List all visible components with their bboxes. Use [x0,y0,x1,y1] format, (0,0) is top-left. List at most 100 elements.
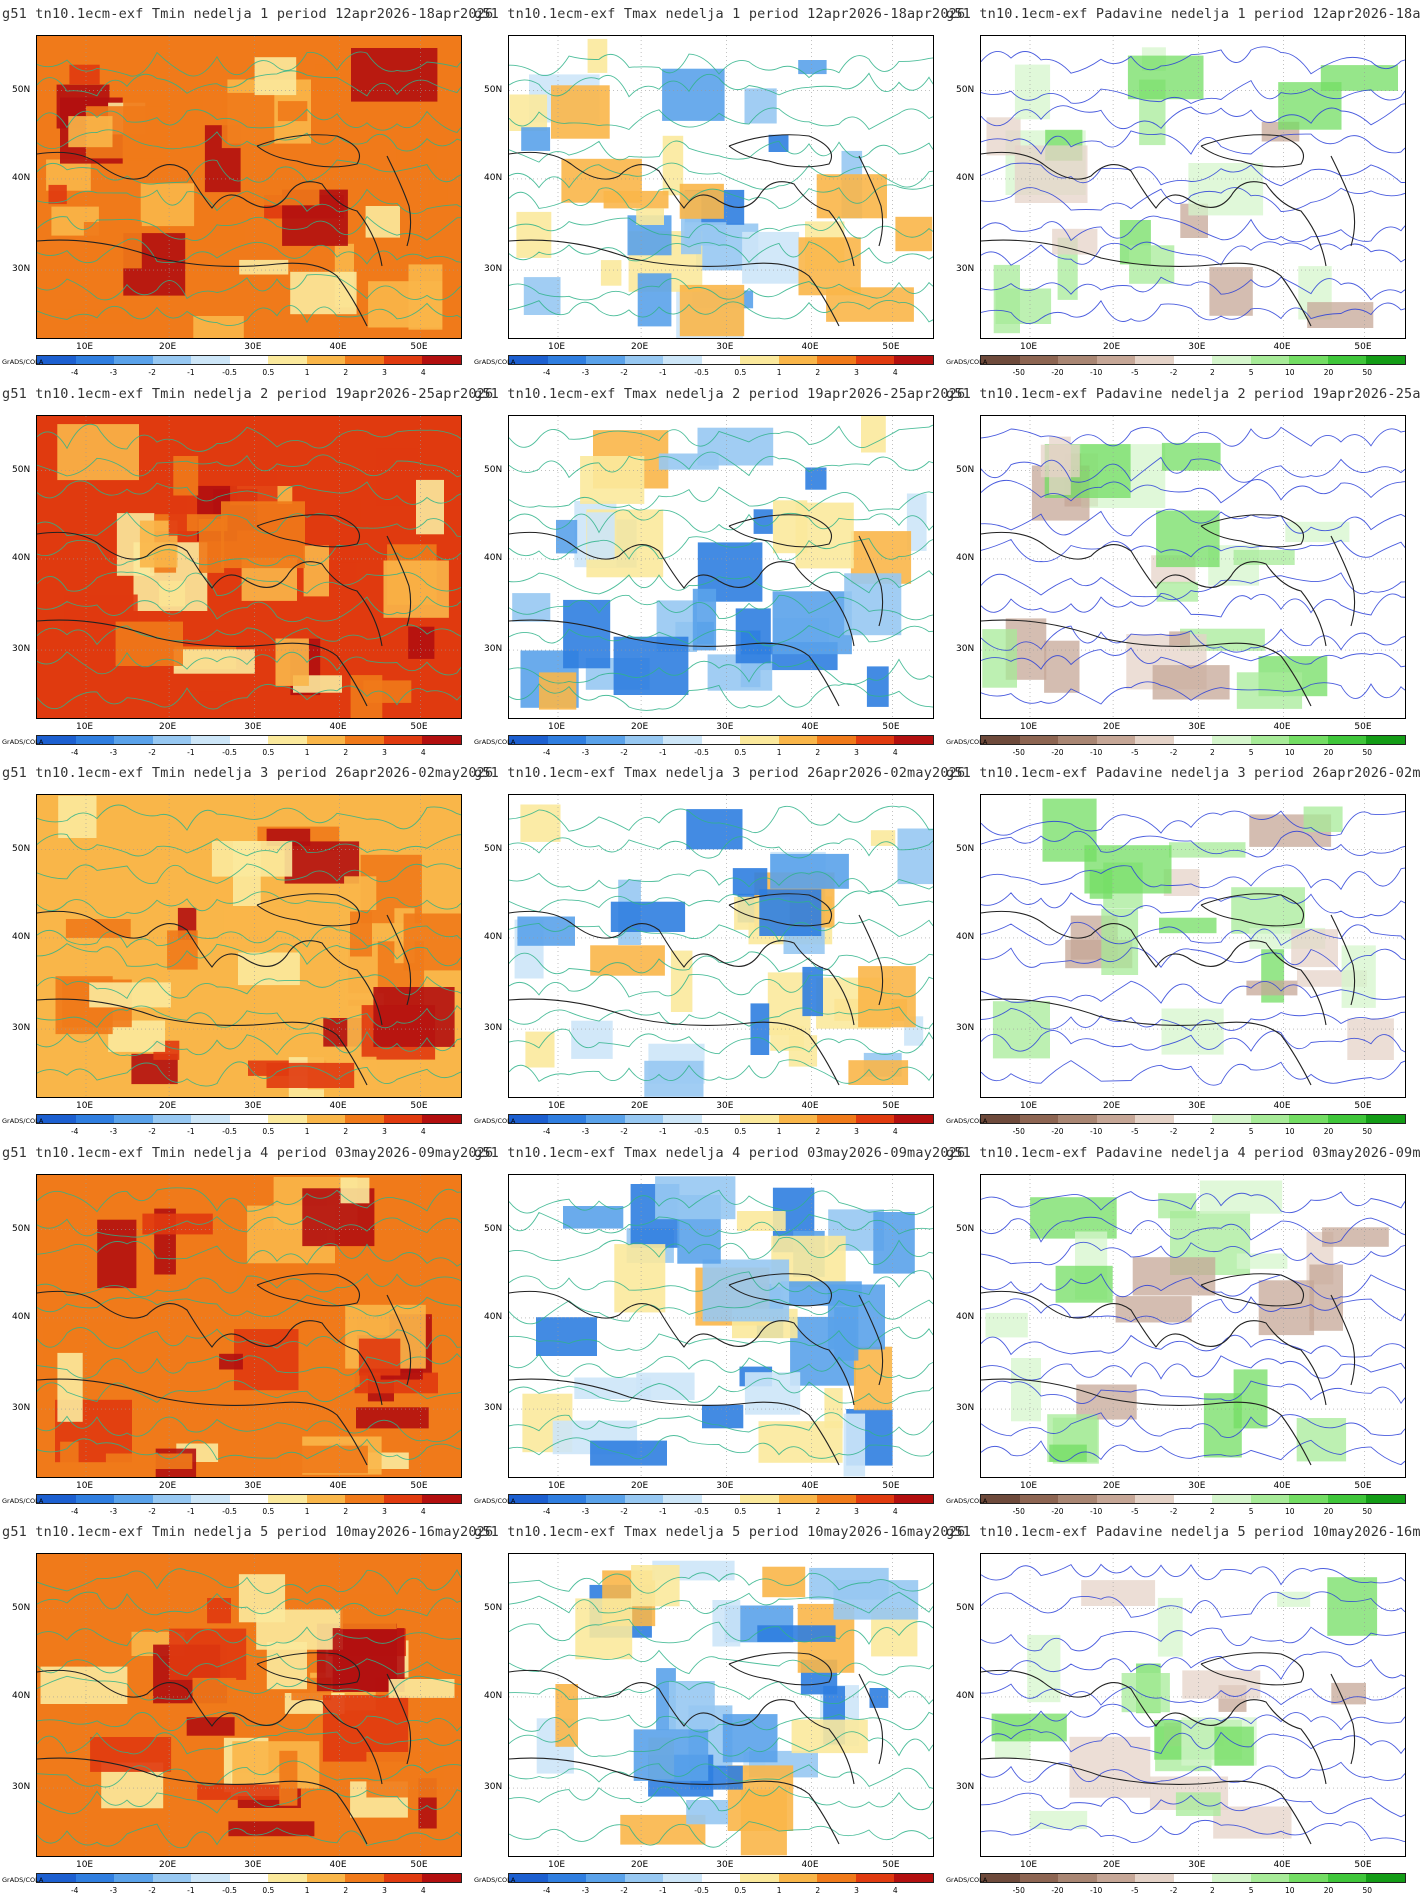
color-scale-swatch [586,1874,625,1882]
color-scale-swatch [422,1874,462,1882]
color-scale-tick: 4 [892,1127,898,1136]
color-scale-tick: -20 [1051,368,1064,377]
longitude-label: 50E [1354,1860,1372,1870]
color-scale-swatch [75,356,115,364]
color-scale-swatch [586,1115,625,1123]
grads-credit: GrADS/COLA [946,1117,988,1125]
color-scale-tick: 2 [1209,1127,1215,1136]
color-scale-tick: -50 [1012,1507,1025,1516]
color-scale-swatch [345,1495,384,1503]
color-scale-tick: -2 [1169,368,1178,377]
map-area [36,1174,462,1478]
color-scale-tick: 20 [1323,748,1334,757]
map-canvas [981,36,1405,338]
color-scale-tick: 5 [1248,368,1254,377]
longitude-label: 50E [410,722,428,732]
color-scale-tick: -10 [1090,1127,1103,1136]
color-scale-tick: 3 [382,1127,387,1136]
longitude-label: 50E [410,1101,428,1111]
color-scale-swatch [383,736,423,744]
color-scale-tick: -4 [542,748,551,757]
color-scale-swatch [1212,1874,1251,1882]
color-scale-tick: 0.5 [262,1886,275,1895]
latitude-label: 50N [484,464,503,475]
panel-title: g51 tn10.1ecm-exf Tmax nedelja 2 period … [474,386,966,402]
color-scale-swatch [1096,736,1136,744]
map-canvas [981,416,1405,718]
color-scale-swatch [509,1495,548,1503]
color-scale-tick: -3 [109,368,118,377]
grads-credit: GrADS/COLA [2,738,44,746]
color-scale-swatch [817,356,856,364]
grads-credit: GrADS/COLA [2,1497,44,1505]
map-panel: g51 tn10.1ecm-exf Tmin nedelja 2 period … [2,386,493,764]
longitude-label: 10E [75,1860,94,1870]
color-scale-swatch [894,1115,934,1123]
panel-title: g51 tn10.1ecm-exf Tmin nedelja 4 period … [2,1145,494,1161]
color-scale-tick: 2 [815,1127,821,1136]
color-scale-swatch [778,1495,818,1503]
color-scale-swatch [268,1874,307,1882]
color-scale-tick: -2 [1169,1886,1178,1895]
color-scale-swatch [152,736,192,744]
color-scale-tick: 4 [420,368,426,377]
color-scale-swatch [75,1874,115,1882]
latitude-label: 40N [12,1690,31,1701]
color-scale-tick: 3 [854,1507,859,1516]
map-canvas [981,795,1405,1097]
color-scale-tick: -5 [1131,1507,1139,1516]
color-scale-tick: -10 [1090,368,1103,377]
color-scale-tick: 0.5 [734,368,747,377]
map-canvas [37,1554,461,1856]
color-scale-tick: 3 [382,748,387,757]
color-scale-tick: 20 [1323,368,1334,377]
longitude-label: 30E [716,1101,734,1111]
color-scale-tick: -0.5 [694,1127,709,1136]
color-scale-swatch [1058,1115,1097,1123]
longitude-label: 40E [801,342,819,352]
color-scale-swatch [1212,1495,1251,1503]
longitude-label: 30E [244,1860,262,1870]
color-scale-swatch [345,1115,384,1123]
color-scale-swatch [778,356,818,364]
longitude-label: 50E [1354,342,1372,352]
color-scale-tick: 1 [776,1886,782,1895]
color-scale-bar [980,1873,1406,1883]
longitude-label: 20E [631,342,649,352]
color-scale-swatch [778,736,818,744]
color-scale-tick: -1 [187,748,195,757]
color-scale-swatch [1289,356,1328,364]
color-scale-swatch [1135,356,1174,364]
color-scale-swatch [1135,1874,1174,1882]
color-scale-tick: -0.5 [222,368,237,377]
color-scale-tick: 2 [815,748,821,757]
color-scale-tick: 2 [343,368,349,377]
map-canvas [981,1554,1405,1856]
longitude-label: 30E [244,342,262,352]
longitude-label: 30E [716,1860,734,1870]
longitude-label: 10E [547,1860,566,1870]
map-panel: g51 tn10.1ecm-exf Tmax nedelja 4 period … [474,1145,965,1523]
longitude-label: 20E [631,722,649,732]
color-scale-tick: -4 [542,1507,551,1516]
color-scale-swatch [191,1495,230,1503]
color-scale-swatch [37,1874,76,1882]
color-scale-swatch [817,1495,856,1503]
latitude-label: 30N [12,1782,31,1793]
color-scale-swatch [114,356,153,364]
color-scale-swatch [1173,1495,1213,1503]
map-panel: g51 tn10.1ecm-exf Tmin nedelja 5 period … [2,1524,493,1902]
color-scale-tick: 1 [304,748,310,757]
color-scale-tick: 4 [420,748,426,757]
color-scale-swatch [422,1115,462,1123]
color-scale-swatch [306,1115,346,1123]
longitude-label: 20E [159,722,177,732]
color-scale-swatch [1058,736,1097,744]
latitude-label: 50N [484,84,503,95]
color-scale-tick: 1 [776,1507,782,1516]
color-scale-tick: -1 [187,1127,195,1136]
color-scale-tick: 10 [1285,748,1295,757]
color-scale-swatch [740,1495,779,1503]
longitude-label: 50E [1354,1481,1372,1491]
map-panel: g51 tn10.1ecm-exf Tmax nedelja 3 period … [474,765,965,1143]
